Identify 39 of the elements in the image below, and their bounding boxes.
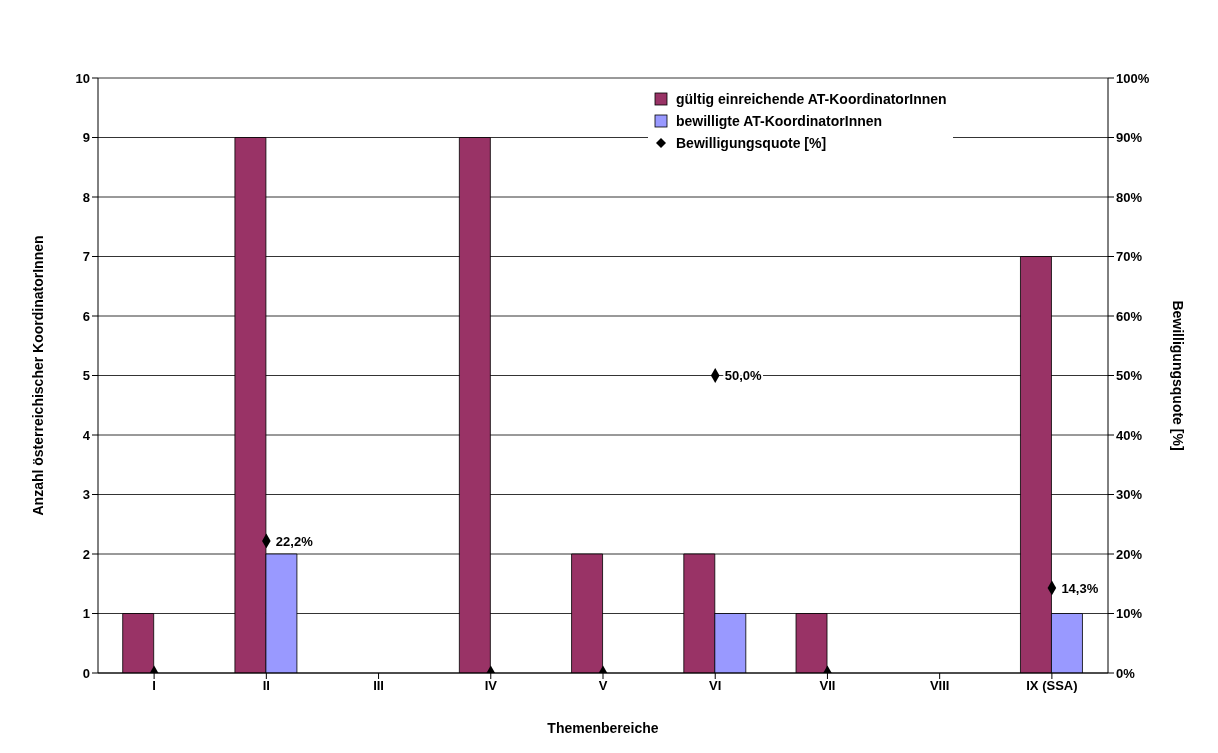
y-tick-label: 9 [82, 130, 90, 146]
legend-label: bewilligte AT-KoordinatorInnen [676, 113, 883, 129]
y-tick-label: 7 [82, 249, 90, 265]
y-tick-label: 5 [82, 368, 90, 384]
y2-tick-label: 30% [1116, 487, 1143, 503]
x-tick-label: IX (SSA) [1026, 678, 1078, 694]
y2-tick-label: 90% [1116, 130, 1143, 146]
y2-tick-label: 70% [1116, 249, 1143, 265]
y2-tick-label: 50% [1116, 368, 1143, 384]
y-tick-label: 1 [82, 606, 90, 622]
y2-tick-label: 40% [1116, 427, 1143, 443]
legend-label: gültig einreichende AT-KoordinatorInnen [676, 91, 947, 107]
x-tick-label: II [262, 678, 270, 694]
x-tick-label: V [598, 678, 608, 694]
data-label: 22,2% [275, 533, 314, 549]
y-tick-label: 10 [75, 70, 90, 86]
y2-tick-label: 100% [1116, 70, 1150, 86]
x-tick-label: IV [484, 678, 498, 694]
x-axis-title: Themenbereiche [547, 720, 659, 736]
y2-tick-label: 0% [1116, 665, 1136, 681]
x-tick-label: VI [709, 678, 722, 694]
y-tick-label: 4 [82, 427, 91, 443]
y2-axis-title: Bewilligungsquote [%] [1170, 300, 1187, 451]
x-tick-label: VII [819, 678, 836, 694]
y-tick-label: 3 [82, 487, 90, 503]
y2-tick-label: 80% [1116, 189, 1143, 205]
data-label: 14,3% [1061, 580, 1099, 596]
y2-tick-label: 20% [1116, 546, 1143, 562]
x-tick-label: VIII [929, 678, 950, 694]
y2-tick-label: 10% [1116, 606, 1143, 622]
legend-label: Bewilligungsquote [%] [676, 135, 827, 151]
y-tick-label: 6 [82, 308, 90, 324]
x-tick-label: I [152, 678, 156, 694]
y-tick-label: 0 [82, 665, 90, 681]
x-tick-label: III [373, 678, 384, 694]
y2-tick-label: 60% [1116, 308, 1143, 324]
y-tick-label: 2 [82, 546, 90, 562]
y-axis-title: Anzahl österreichischer KoordinatorInnen [29, 235, 46, 516]
y-tick-label: 8 [82, 189, 90, 205]
